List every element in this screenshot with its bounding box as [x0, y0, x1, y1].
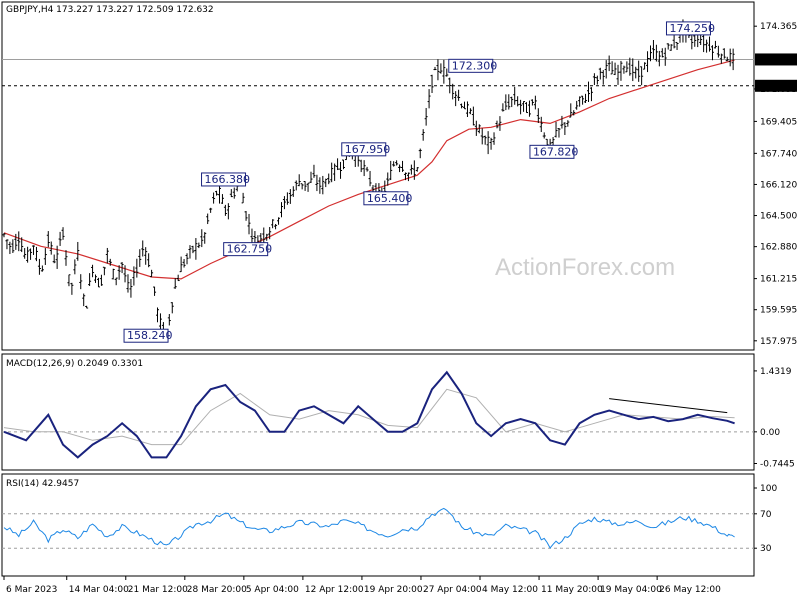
x-tick-label: 19 Apr 20:00 — [364, 585, 423, 595]
x-tick-label: 12 Apr 12:00 — [305, 585, 364, 595]
rsi-line — [3, 507, 735, 549]
price-tick-label: 159.595 — [760, 306, 797, 316]
price-header: GBPJPY,H4 173.227 173.227 172.509 172.63… — [6, 5, 214, 15]
price-callout-label: 167.950 — [345, 143, 391, 156]
macd-trendline — [609, 398, 728, 414]
price-tag-box — [755, 79, 797, 92]
x-tick-label: 27 Apr 04:00 — [423, 585, 482, 595]
x-tick-label: 14 Mar 04:00 — [69, 585, 129, 595]
price-callout-label: 158.240 — [127, 329, 173, 342]
x-tick-label: 6 Mar 2023 — [6, 585, 57, 595]
watermark: ActionForex.com — [495, 254, 675, 281]
x-tick-label: 11 May 20:00 — [541, 585, 603, 595]
price-callout-label: 172.300 — [452, 59, 498, 72]
rsi-tick-label: 30 — [760, 544, 772, 554]
price-tick-label: 171.095 — [760, 85, 797, 95]
x-tick-label: 26 May 12:00 — [659, 585, 721, 595]
moving-average-line — [3, 59, 735, 280]
price-tick-label: 166.120 — [760, 180, 797, 190]
price-callout-label: 174.250 — [669, 22, 715, 35]
price-tick-label: 169.405 — [760, 117, 797, 127]
macd-tick-label: 0.00 — [760, 428, 780, 438]
price-tick-label: 161.215 — [760, 275, 797, 285]
macd-tick-label: -0.7445 — [760, 460, 795, 470]
price-tick-label: 174.365 — [760, 22, 797, 32]
price-callout-label: 166.380 — [205, 173, 251, 186]
price-tick-label: 162.880 — [760, 243, 797, 253]
price-panel[interactable] — [1, 1, 755, 351]
rsi-panel[interactable] — [1, 473, 755, 577]
price-tick-label: 167.740 — [760, 149, 797, 159]
macd-tick-label: 1.4319 — [760, 367, 792, 377]
price-tick-label: 157.975 — [760, 337, 797, 347]
rsi-tick-label: 100 — [760, 484, 777, 494]
price-tag-label: 172.632 — [759, 55, 796, 65]
x-tick-label: 28 Mar 20:00 — [187, 585, 247, 595]
price-tag-box — [755, 53, 797, 66]
macd-header: MACD(12,26,9) 0.2049 0.3301 — [6, 359, 143, 369]
x-tick-label: 5 Apr 04:00 — [246, 585, 299, 595]
rsi-header: RSI(14) 42.9457 — [6, 479, 79, 489]
price-callout-label: 165.400 — [367, 192, 413, 205]
x-tick-label: 21 Mar 12:00 — [128, 585, 188, 595]
price-callout-label: 167.820 — [533, 145, 579, 158]
macd-panel[interactable] — [1, 353, 755, 471]
price-tag-label: 171.260 — [759, 82, 796, 92]
x-tick-label: 4 May 12:00 — [482, 585, 538, 595]
macd-main-line — [3, 370, 735, 459]
price-tick-label: 164.500 — [760, 212, 797, 222]
rsi-tick-label: 70 — [760, 510, 772, 520]
price-callout-label: 162.750 — [227, 243, 273, 256]
x-tick-label: 19 May 04:00 — [600, 585, 662, 595]
